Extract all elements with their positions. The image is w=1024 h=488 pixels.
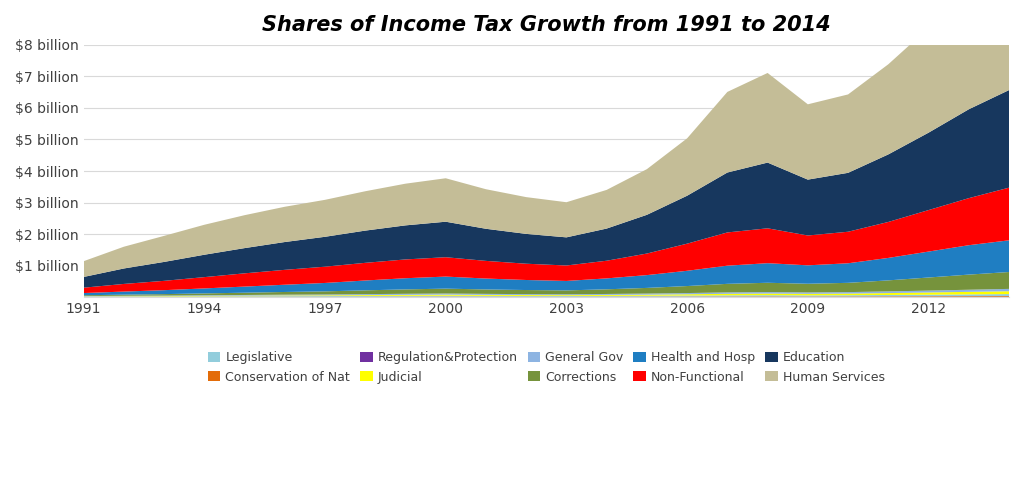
Legend: Legislative, Conservation of Nat, Regulation&Protection, Judicial, General Gov, : Legislative, Conservation of Nat, Regula…: [203, 346, 890, 388]
Title: Shares of Income Tax Growth from 1991 to 2014: Shares of Income Tax Growth from 1991 to…: [262, 15, 830, 35]
